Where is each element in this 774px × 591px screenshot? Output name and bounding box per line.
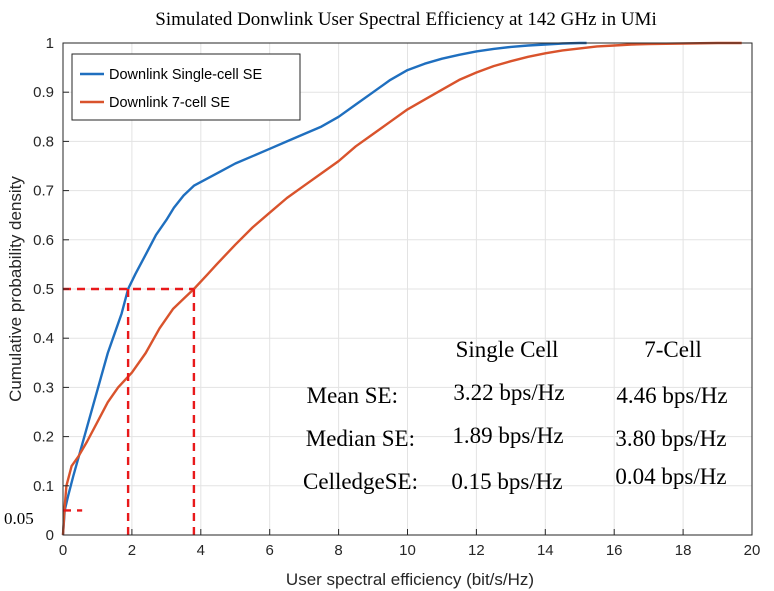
y-tick-label: 0 [46, 527, 54, 544]
chart-title: Simulated Donwlink User Spectral Efficie… [155, 9, 656, 30]
y-tick-label: 0.8 [33, 133, 54, 150]
annotation-row-label-mean: Mean SE: [307, 383, 398, 408]
annotation-mean-seven: 4.46 bps/Hz [616, 383, 727, 408]
y-tick-label: 0.4 [33, 330, 54, 347]
x-tick-label: 12 [468, 542, 485, 559]
edge-level-label: 0.05 [4, 509, 34, 528]
legend-label-single-cell: Downlink Single-cell SE [109, 67, 262, 83]
y-tick-label: 0.9 [33, 84, 54, 101]
annotation-table: Single Cell 7-Cell Mean SE: 3.22 bps/Hz … [303, 337, 728, 494]
annotation-col-single-cell: Single Cell [456, 337, 559, 362]
y-tick-label: 0.6 [33, 232, 54, 249]
x-tick-label: 10 [399, 542, 416, 559]
x-tick-label: 18 [675, 542, 692, 559]
series-line-7-cell [61, 41, 742, 536]
x-tick-label: 8 [334, 542, 342, 559]
y-tick-label: 0.5 [33, 281, 54, 298]
series-line-single-cell [61, 41, 587, 536]
x-tick-label: 16 [606, 542, 623, 559]
y-tick-label: 0.7 [33, 183, 54, 200]
annotation-median-seven: 3.80 bps/Hz [615, 426, 726, 451]
annotation-row-label-median: Median SE: [306, 426, 415, 451]
x-tick-label: 4 [197, 542, 205, 559]
x-tick-label: 6 [266, 542, 274, 559]
legend: Downlink Single-cell SE Downlink 7-cell … [71, 53, 301, 121]
annotation-mean-single: 3.22 bps/Hz [453, 380, 564, 405]
annotation-col-7-cell: 7-Cell [644, 337, 702, 362]
x-tick-label: 20 [744, 542, 761, 559]
legend-box [71, 53, 301, 121]
y-tick-label: 0.3 [33, 379, 54, 396]
legend-label-7-cell: Downlink 7-cell SE [109, 95, 230, 111]
x-tick-label: 2 [128, 542, 136, 559]
series-layer [61, 41, 742, 536]
tick-layer: 0 2 4 6 8 10 12 14 16 18 20 0 0.1 0.2 0.3 0.4 0.5 0.6 0.7 0… [33, 35, 760, 559]
y-tick-label: 0.2 [33, 429, 54, 446]
x-tick-label: 14 [537, 542, 554, 559]
annotation-median-single: 1.89 bps/Hz [452, 423, 563, 448]
grid-lines [63, 43, 752, 535]
reference-lines [63, 287, 196, 535]
y-tick-label: 0.1 [33, 478, 54, 495]
annotation-celledge-single: 0.15 bps/Hz [451, 469, 562, 494]
y-axis-label: Cumulative probability density [6, 176, 25, 402]
annotation-celledge-seven: 0.04 bps/Hz [615, 464, 726, 489]
x-axis-label: User spectral efficiency (bit/s/Hz) [286, 570, 534, 589]
annotation-row-label-celledge: CelledgeSE: [303, 469, 418, 494]
y-tick-label: 1 [46, 35, 54, 52]
x-tick-label: 0 [59, 542, 67, 559]
